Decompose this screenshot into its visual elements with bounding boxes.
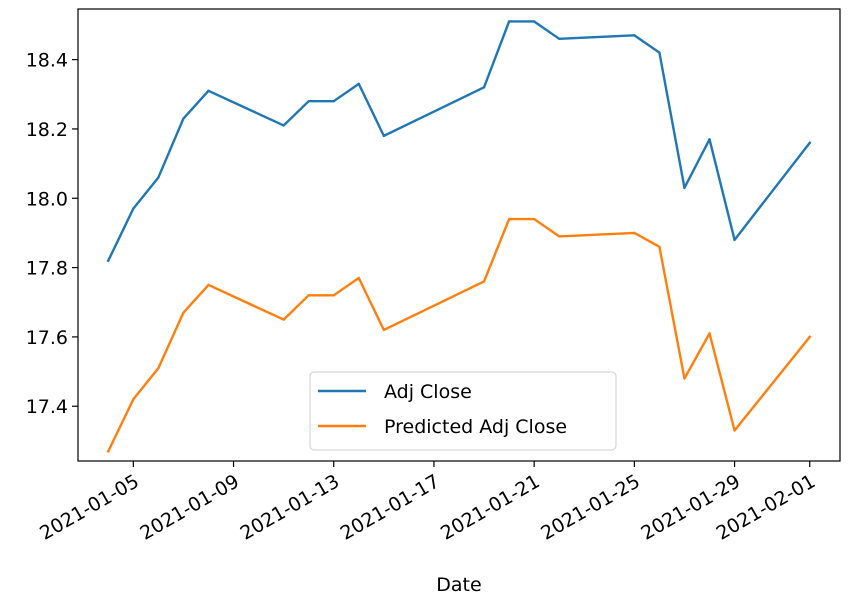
data-point-predicted-adj-close <box>558 235 561 238</box>
data-point-predicted-adj-close <box>132 398 135 401</box>
plot-frame <box>77 8 841 462</box>
data-point-predicted-adj-close <box>157 366 160 370</box>
data-point-adj-close <box>658 51 661 54</box>
y-tick-label: 18.4 <box>26 50 68 72</box>
x-tick-label: 2021-01-21 <box>437 470 544 544</box>
data-point-adj-close <box>382 134 386 138</box>
data-point-predicted-adj-close <box>307 294 310 297</box>
data-point-adj-close <box>307 100 310 103</box>
y-tick-label: 18.2 <box>26 119 68 141</box>
data-point-adj-close <box>633 34 636 37</box>
data-point-adj-close <box>558 37 561 41</box>
data-point-predicted-adj-close <box>683 377 686 380</box>
x-axis: 2021-01-052021-01-092021-01-132021-01-17… <box>36 461 819 545</box>
legend-label-adj-close: Adj Close <box>384 381 472 403</box>
data-point-predicted-adj-close <box>357 276 360 280</box>
x-tick-label: 2021-01-05 <box>36 470 143 544</box>
data-point-adj-close <box>507 20 511 23</box>
data-point-predicted-adj-close <box>182 311 185 314</box>
data-point-adj-close <box>733 238 736 242</box>
y-tick-label: 17.4 <box>26 396 68 418</box>
x-tick-label: 2021-01-13 <box>237 470 344 544</box>
y-tick-label: 18.0 <box>26 188 68 210</box>
data-point-adj-close <box>532 20 536 23</box>
data-point-adj-close <box>282 124 285 127</box>
x-tick-label: 2021-01-09 <box>136 470 243 544</box>
data-point-predicted-adj-close <box>708 332 711 335</box>
data-point-predicted-adj-close <box>658 245 661 248</box>
data-point-predicted-adj-close <box>332 294 335 297</box>
data-point-adj-close <box>808 141 811 144</box>
data-point-predicted-adj-close <box>808 335 811 339</box>
data-point-adj-close <box>332 100 335 103</box>
y-axis: 17.4 17.6 17.8 18.0 18.2 18.4 <box>26 50 78 418</box>
legend-label-predicted-adj-close: Predicted Adj Close <box>384 416 567 438</box>
data-point-predicted-adj-close <box>282 318 285 321</box>
legend: Adj Close Predicted Adj Close <box>309 371 617 451</box>
x-tick-label: 2021-01-17 <box>337 470 444 544</box>
data-point-adj-close <box>182 117 185 120</box>
series-line-predicted-adj-close <box>106 217 812 453</box>
x-tick-label: 2021-01-25 <box>537 470 644 544</box>
data-point-predicted-adj-close <box>107 450 110 453</box>
data-point-predicted-adj-close <box>633 231 636 235</box>
data-point-predicted-adj-close <box>532 217 536 221</box>
y-tick-label: 17.8 <box>26 258 68 280</box>
data-point-adj-close <box>708 138 711 141</box>
data-point-adj-close <box>132 207 135 210</box>
data-point-adj-close <box>482 86 486 89</box>
data-point-adj-close <box>683 186 686 190</box>
legend-box <box>309 371 617 451</box>
data-point-adj-close <box>107 259 110 262</box>
series-layer <box>106 20 812 453</box>
series-line-adj-close <box>106 20 812 263</box>
data-point-predicted-adj-close <box>482 280 486 283</box>
y-tick-label: 17.6 <box>26 327 68 349</box>
data-point-adj-close <box>207 89 210 93</box>
x-axis-title: Date <box>436 574 481 596</box>
data-point-predicted-adj-close <box>733 429 736 432</box>
data-point-predicted-adj-close <box>207 283 210 287</box>
data-point-predicted-adj-close <box>382 328 386 332</box>
data-point-predicted-adj-close <box>507 217 511 221</box>
data-point-adj-close <box>357 82 360 86</box>
data-point-adj-close <box>157 176 160 179</box>
